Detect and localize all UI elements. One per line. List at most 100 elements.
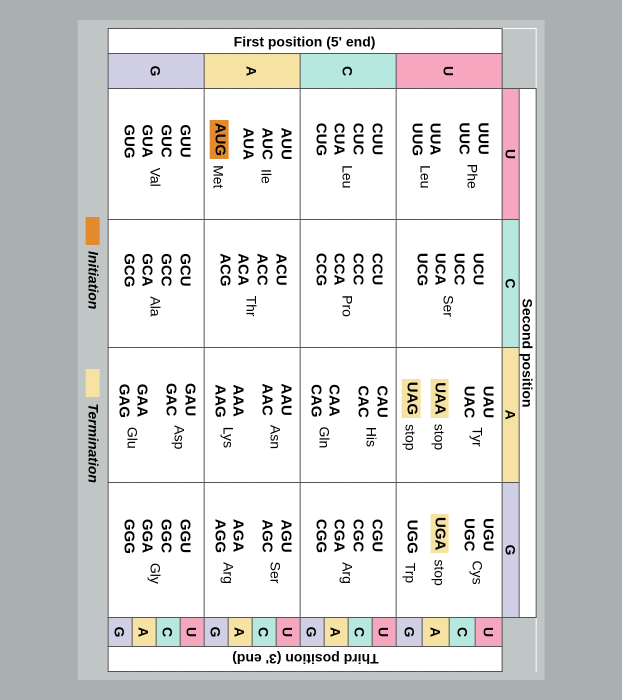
col-head-U: U — [502, 89, 519, 220]
cell-AU: AUUAUCAUAIleAUGMet — [204, 89, 300, 220]
codon-table-wrapper: Second position UCAG First position (5' … — [77, 20, 544, 680]
codon: UAG — [402, 379, 421, 418]
codon: UAC — [459, 383, 478, 422]
codon: CCU — [367, 250, 386, 289]
codon: GCA — [137, 250, 156, 289]
codon: GGC — [156, 516, 175, 556]
codon: AAC — [257, 380, 276, 419]
legend-initiation: Initiation — [85, 217, 101, 309]
amino-acid: stop — [432, 424, 448, 450]
third-pos-G: G — [204, 618, 228, 647]
codon: ACA — [233, 250, 252, 289]
amino-acid: Lys — [220, 427, 236, 448]
codon: UCA — [430, 250, 449, 289]
third-pos-U: U — [372, 618, 396, 647]
amino-acid: Thr — [244, 296, 260, 317]
third-pos-U: U — [180, 618, 204, 647]
cell-AC: ACUACCACAACG Thr — [204, 220, 300, 347]
amino-acid: Leu — [340, 165, 356, 188]
amino-acid: Pro — [340, 295, 356, 317]
codon: ACC — [252, 250, 271, 289]
col-head-G: G — [502, 482, 519, 617]
codon: GGU — [175, 516, 194, 556]
amino-acid: His — [364, 427, 380, 447]
amino-acid: Ser — [268, 562, 284, 584]
amino-acid: Leu — [417, 165, 433, 188]
cell-UU: UUUUUC Phe UUAUUG Leu — [396, 89, 502, 220]
third-pos-U: U — [276, 618, 300, 647]
codon: CGG — [311, 516, 330, 556]
row-head-A: A — [204, 54, 300, 89]
amino-acid: Cys — [470, 561, 486, 585]
codon: UCC — [449, 250, 468, 289]
third-pos-A: A — [423, 618, 450, 647]
third-pos-C: C — [252, 618, 276, 647]
codon: AGG — [210, 516, 229, 556]
codon: GGA — [137, 516, 156, 556]
third-pos-G: G — [396, 618, 423, 647]
third-pos-U: U — [476, 618, 503, 647]
row-head-G: G — [108, 54, 204, 89]
codon: GGG — [119, 516, 138, 557]
amino-acid: Phe — [465, 164, 481, 189]
cell-GC: GCUGCCGCAGCGAla — [108, 220, 204, 347]
codon: CCC — [348, 250, 367, 289]
codon: ACU — [271, 250, 290, 289]
cell-CA: CAUCACHisCAACAGGln — [300, 347, 396, 482]
codon: CAA — [324, 381, 343, 420]
codon: UUU — [473, 119, 492, 158]
codon: UUC — [454, 119, 473, 158]
row-head-C: C — [300, 54, 396, 89]
amino-acid: Arg — [340, 562, 356, 584]
amino-acid: Glu — [124, 427, 140, 449]
cell-UA: UAUUACTyrUAAstopUAGstop — [396, 347, 502, 482]
codon: UUA — [425, 120, 444, 159]
codon: CCG — [311, 250, 330, 289]
amino-acid: Asp — [172, 425, 188, 449]
cell-AG: AGUAGCSerAGAAGGArg — [204, 482, 300, 617]
first-position-label: First position (5' end) — [108, 29, 502, 54]
codon: CGU — [367, 516, 386, 555]
codon: AUA — [238, 124, 257, 163]
col-head-A: A — [502, 347, 519, 482]
codon: AUC — [257, 124, 276, 163]
codon: CUC — [348, 120, 367, 159]
amino-acid: Gln — [316, 426, 332, 448]
codon: AAU — [276, 380, 295, 419]
codon: UGA — [430, 514, 449, 553]
cell-GA: GAUGACAspGAAGAGGlu — [108, 347, 204, 482]
amino-acid: stop — [432, 559, 448, 585]
codon: AAA — [228, 381, 247, 420]
cell-AA: AAUAACAsnAAAAAGLys — [204, 347, 300, 482]
codon-table: Second position UCAG First position (5' … — [108, 28, 537, 672]
cell-GG: GGUGGCGGAGGGGly — [108, 482, 204, 617]
amino-acid: Arg — [220, 562, 236, 584]
codon: GAU — [180, 380, 199, 419]
cell-UG: UGUUGCCysUGAstopUGGTrp — [396, 482, 502, 617]
third-pos-G: G — [108, 618, 132, 647]
amino-acid: Val — [148, 168, 164, 187]
codon: ACG — [215, 250, 234, 289]
codon: UAU — [478, 383, 497, 422]
cell-CG: CGUCGCCGACGGArg — [300, 482, 396, 617]
codon: UCU — [468, 250, 487, 289]
codon: UUG — [407, 120, 426, 159]
codon: GAC — [161, 380, 180, 419]
legend-termination: Termination — [85, 369, 101, 483]
codon: AAG — [210, 381, 229, 420]
codon: GUA — [137, 121, 156, 160]
cell-UC: UCUUCCUCAUCGSer — [396, 220, 502, 347]
codon: GCG — [119, 250, 138, 290]
third-pos-A: A — [324, 618, 348, 647]
codon: CUU — [367, 120, 386, 159]
third-pos-A: A — [228, 618, 252, 647]
codon: UCG — [412, 250, 431, 289]
third-pos-C: C — [449, 618, 476, 647]
codon: AGA — [228, 516, 247, 555]
codon: GUG — [119, 121, 138, 161]
codon: GUU — [175, 121, 194, 160]
third-pos-C: C — [348, 618, 372, 647]
third-pos-C: C — [156, 618, 180, 647]
codon: AGU — [276, 516, 295, 555]
amino-acid: Tyr — [470, 427, 486, 446]
